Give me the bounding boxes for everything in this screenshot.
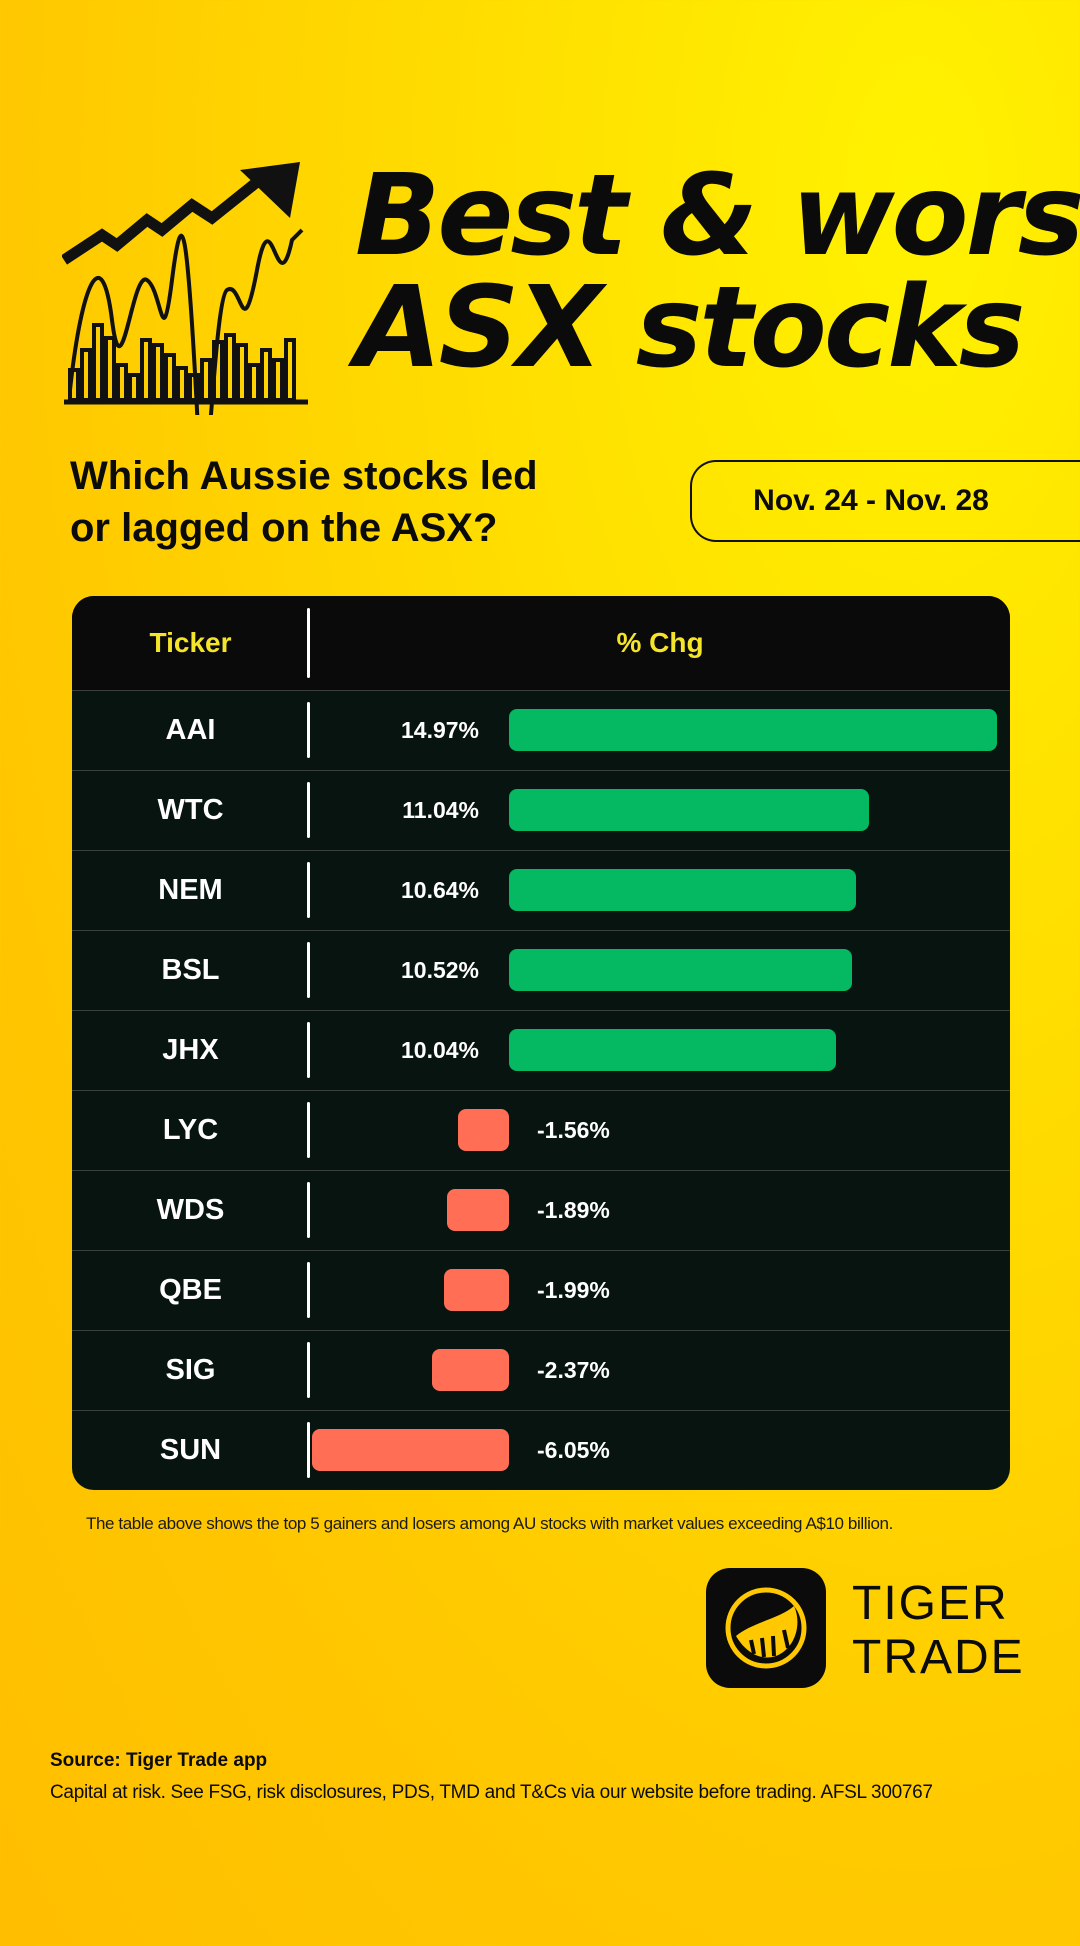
ticker-label: WDS — [156, 1194, 225, 1226]
table-row: WDS -1.89% — [72, 1170, 1010, 1251]
disclaimer-text: Capital at risk. See FSG, risk disclosur… — [50, 1782, 933, 1803]
column-divider — [307, 1102, 310, 1158]
loss-bar — [444, 1269, 509, 1311]
ticker-label: AAI — [165, 714, 216, 746]
column-header-ticker: Ticker — [149, 627, 232, 658]
pct-change-label: -1.56% — [537, 1117, 610, 1143]
ticker-label: QBE — [159, 1274, 222, 1306]
column-divider — [307, 782, 310, 838]
column-divider — [307, 1342, 310, 1398]
ticker-label: JHX — [162, 1034, 219, 1066]
pct-change-label: 10.52% — [400, 957, 479, 983]
gain-bar — [509, 949, 852, 991]
pct-change-label: -1.99% — [537, 1277, 610, 1303]
gain-bar — [509, 789, 869, 831]
column-header-pct-chg: % Chg — [616, 627, 704, 658]
table-row: BSL 10.52% — [72, 930, 1010, 1011]
table-footnote: The table above shows the top 5 gainers … — [86, 1514, 893, 1533]
title-line-2: ASX stocks — [355, 263, 1025, 393]
pct-change-label: 10.04% — [400, 1037, 479, 1063]
source-note: Source: Tiger Trade app — [50, 1750, 268, 1771]
subtitle-line-2: or lagged on the ASX? — [70, 506, 498, 550]
column-divider — [307, 1182, 310, 1238]
column-divider — [307, 1422, 310, 1478]
subtitle: Which Aussie stocks led or lagged on the… — [70, 450, 630, 554]
loss-bar — [447, 1189, 509, 1231]
pct-change-label: 11.04% — [402, 797, 479, 823]
ticker-label: BSL — [161, 954, 220, 986]
pct-change-label: 10.64% — [400, 877, 479, 903]
loss-bar — [458, 1109, 509, 1151]
gain-bar — [509, 1029, 837, 1071]
loss-bar — [311, 1429, 509, 1471]
column-divider — [307, 608, 310, 678]
tiger-trade-logo-icon — [706, 1568, 826, 1688]
title-line-1: Best & worst — [355, 151, 1080, 281]
ticker-label: NEM — [158, 874, 223, 906]
ticker-label: SUN — [159, 1434, 222, 1466]
gain-bar — [509, 709, 998, 751]
brand-name-line-2: TRADE — [852, 1631, 1025, 1684]
stock-change-table: Ticker % Chg AAI 14.97% WTC 11.04% NEM 10.64%… — [72, 596, 1010, 1490]
column-divider — [307, 1262, 310, 1318]
table-row: SIG -2.37% — [72, 1330, 1010, 1411]
table-row: WTC 11.04% — [72, 770, 1010, 851]
ticker-label: SIG — [165, 1354, 216, 1386]
pct-change-label: -2.37% — [537, 1357, 610, 1383]
table-row: NEM 10.64% — [72, 850, 1010, 931]
pct-change-label: 14.97% — [400, 717, 479, 743]
table-row: LYC -1.56% — [72, 1090, 1010, 1171]
table-row: SUN -6.05% — [72, 1410, 1010, 1490]
column-divider — [307, 1022, 310, 1078]
brand-name-line-1: TIGER — [852, 1577, 1009, 1630]
pct-change-label: -6.05% — [537, 1437, 610, 1463]
column-divider — [307, 702, 310, 758]
stock-chart-icon — [62, 162, 308, 415]
subtitle-line-1: Which Aussie stocks led — [70, 454, 538, 498]
column-divider — [307, 862, 310, 918]
table-row: AAI 14.97% — [72, 690, 1010, 771]
date-range-badge: Nov. 24 - Nov. 28 — [690, 460, 1080, 542]
table-row: JHX 10.04% — [72, 1010, 1010, 1091]
column-divider — [307, 942, 310, 998]
table-row: QBE -1.99% — [72, 1250, 1010, 1331]
ticker-label: WTC — [157, 794, 224, 826]
table-header: Ticker % Chg — [72, 596, 1010, 691]
ticker-label: LYC — [162, 1114, 219, 1146]
loss-bar — [431, 1349, 509, 1391]
gain-bar — [509, 869, 856, 911]
pct-change-label: -1.89% — [537, 1197, 610, 1223]
